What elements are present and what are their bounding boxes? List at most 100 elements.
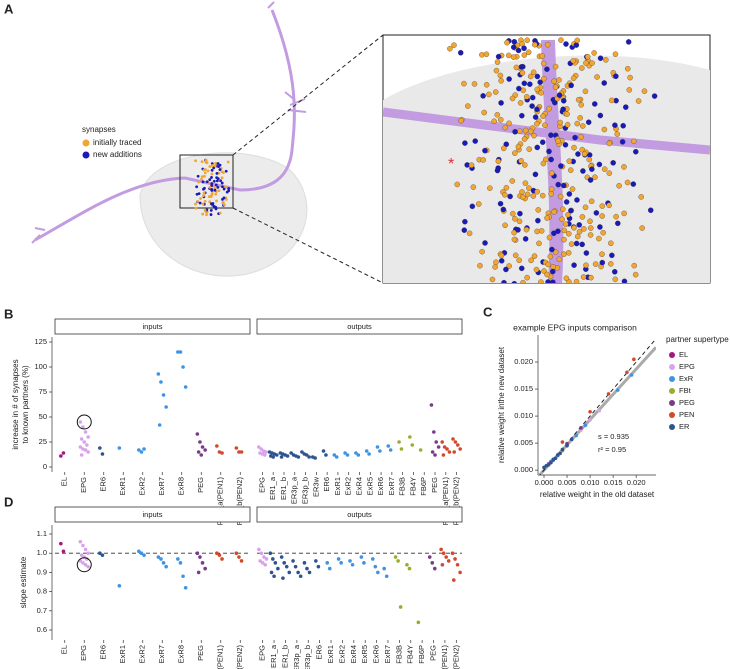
legend-title: partner supertype <box>666 335 729 344</box>
data-point <box>436 445 441 449</box>
data-point <box>117 584 122 588</box>
data-point <box>574 433 579 438</box>
synapse-dot <box>550 279 556 283</box>
synapse-dot <box>550 268 556 275</box>
synapse-dot <box>199 197 202 200</box>
synapse-dot <box>512 216 518 222</box>
panel-label: C <box>483 304 493 319</box>
plot-area <box>538 338 656 475</box>
synapse-dot <box>627 74 633 81</box>
data-point <box>159 557 163 561</box>
data-point <box>274 453 279 457</box>
data-point <box>262 453 267 457</box>
synapse-dot <box>466 230 473 237</box>
synapse-dot <box>548 170 555 176</box>
synapse-dot <box>522 180 529 186</box>
y-tick-label: 1.0 <box>37 548 47 557</box>
synapse-dot <box>534 73 541 80</box>
data-point <box>79 453 84 457</box>
synapse-dot <box>579 241 585 248</box>
synapse-dot <box>503 184 510 191</box>
synapse-dot <box>573 240 580 247</box>
x-tick-label: PEN_a(PEN1) <box>216 477 225 526</box>
synapse-dot <box>579 214 586 220</box>
data-point <box>161 561 166 565</box>
data-point <box>260 561 265 565</box>
synapse-dot <box>521 52 528 58</box>
legend-swatch <box>669 352 675 358</box>
synapse-dot <box>612 269 618 275</box>
synapse-dot <box>578 134 584 140</box>
synapse-dot <box>503 141 509 147</box>
synapse-dot <box>512 150 518 156</box>
synapse-dot <box>501 279 507 283</box>
synapse-dot <box>557 193 564 200</box>
synapse-dot <box>532 171 539 178</box>
data-point <box>81 425 85 429</box>
synapse-dot <box>565 212 571 218</box>
x-tick-label: EPG <box>257 477 266 493</box>
x-tick-label: ER1_b <box>280 645 289 668</box>
highlight-circle <box>76 414 92 430</box>
data-point <box>264 557 269 561</box>
data-point <box>293 564 298 569</box>
x-tick-label: ER6 <box>315 645 324 660</box>
synapse-dot <box>475 201 482 207</box>
synapse-dot <box>506 263 512 269</box>
synapse-dot <box>555 228 561 234</box>
synapse-dot <box>479 248 485 255</box>
synapse-dot <box>573 42 580 48</box>
data-point <box>279 555 284 559</box>
synapse-dot <box>606 170 613 176</box>
synapse-dot <box>515 47 522 54</box>
data-point <box>282 561 287 565</box>
synapse-dot <box>529 94 536 101</box>
y-tick-label: 1.1 <box>37 529 47 538</box>
data-point <box>199 453 204 457</box>
data-point <box>398 605 403 609</box>
data-point <box>61 451 66 455</box>
data-point <box>83 430 88 434</box>
synapse-dot <box>578 102 584 108</box>
synapse-dot <box>531 253 538 259</box>
synapse-dot <box>564 121 571 128</box>
synapse-dot <box>497 200 504 207</box>
synapse-dot <box>215 199 218 203</box>
data-point <box>632 357 636 362</box>
synapse-dot <box>582 88 589 95</box>
data-point <box>336 557 341 561</box>
data-point <box>284 564 289 569</box>
x-tick-label: EL <box>60 477 69 486</box>
synapse-dot <box>220 170 224 174</box>
synapse-dot <box>530 193 537 199</box>
synapse-dot <box>535 217 541 224</box>
data-point <box>142 553 146 557</box>
legend-swatch <box>669 364 675 370</box>
synapse-dot <box>520 194 526 200</box>
synapse-dot <box>592 261 599 267</box>
neuron <box>34 9 296 242</box>
data-point <box>156 555 161 559</box>
data-point <box>81 543 85 548</box>
synapse-dot <box>469 203 476 210</box>
synapse-dot <box>597 112 604 119</box>
data-point <box>439 547 443 552</box>
synapse-dot <box>509 178 516 184</box>
data-point <box>430 450 435 454</box>
data-point <box>565 444 569 448</box>
x-tick-label: ER6 <box>99 645 108 660</box>
data-point <box>271 455 275 459</box>
data-point <box>79 437 84 441</box>
x-tick-label: PEG <box>196 645 205 661</box>
synapse-dot <box>498 100 504 106</box>
synapse-dot <box>596 161 603 168</box>
data-point <box>304 453 309 457</box>
synapse-dot <box>575 97 582 103</box>
data-point <box>553 456 558 461</box>
synapse-dot <box>556 256 563 263</box>
data-point <box>370 557 375 561</box>
facet-strip <box>256 318 463 335</box>
synapse-dot <box>630 181 637 187</box>
synapse-dot <box>641 88 648 94</box>
x-tick-label: 0.010 <box>581 478 600 487</box>
